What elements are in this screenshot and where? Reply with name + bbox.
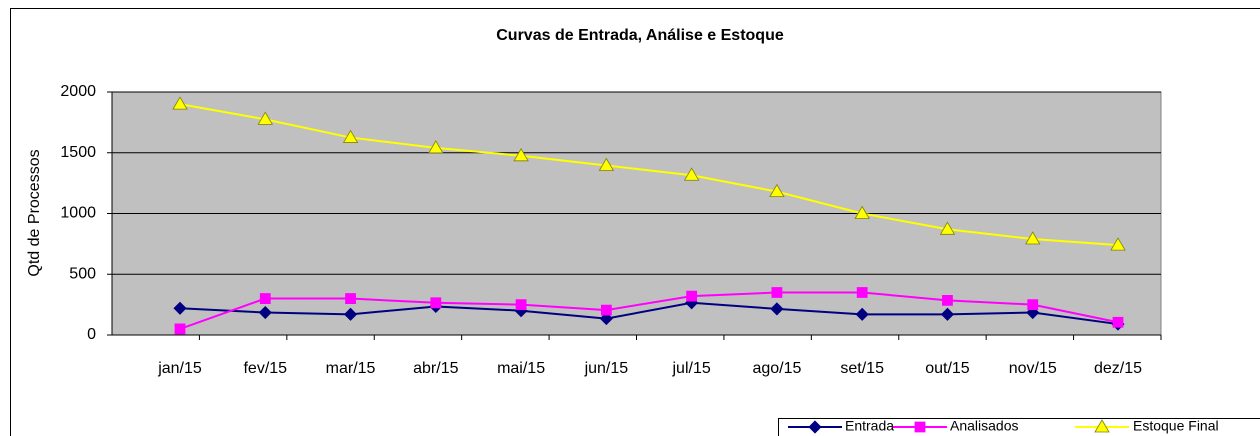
data-point (854, 205, 870, 219)
data-point (428, 140, 444, 154)
data-point (769, 183, 785, 198)
x-tick-label: jan/15 (157, 360, 202, 377)
series-line (179, 291, 1119, 330)
data-point (1027, 299, 1039, 311)
data-point (598, 157, 615, 171)
data-point (1110, 237, 1126, 251)
data-point (430, 297, 442, 309)
x-tick-label: out/15 (925, 360, 970, 377)
data-point (343, 307, 358, 321)
y-tick-label: 0 (87, 326, 96, 343)
x-tick-label: fev/15 (243, 360, 287, 377)
x-tick-label: abr/15 (413, 360, 458, 377)
data-point (259, 293, 271, 304)
x-tick-label: mar/15 (326, 360, 376, 377)
x-tick-label: ago/15 (752, 360, 801, 377)
data-point (940, 307, 955, 321)
data-point (1112, 316, 1124, 328)
legend-marker (808, 420, 822, 434)
legend (778, 418, 1260, 436)
chart-title: Curvas de Entrada, Análise e Estoque (496, 27, 784, 44)
data-point (600, 304, 612, 316)
data-point (258, 305, 272, 320)
data-point (771, 287, 783, 298)
legend-label: Analisados (950, 418, 1019, 434)
data-point (174, 323, 186, 335)
x-tick-label: jul/15 (672, 360, 711, 377)
data-point (599, 312, 613, 326)
data-point (942, 294, 953, 306)
x-tick-label: mai/15 (497, 360, 545, 377)
data-point (856, 287, 868, 298)
y-tick-label: 1500 (60, 144, 96, 161)
legend-marker (1094, 419, 1110, 433)
data-point (683, 167, 700, 181)
legend-marker (914, 421, 926, 433)
data-point (515, 299, 527, 311)
data-point (345, 293, 356, 304)
data-point (939, 221, 956, 235)
legend-label: Entrada (845, 418, 894, 434)
data-point (173, 301, 187, 315)
y-axis-label: Qtd de Processos (26, 149, 43, 276)
data-point (342, 129, 359, 143)
series-line (179, 103, 1119, 247)
legend-label: Estoque Final (1133, 418, 1219, 434)
data-point (855, 307, 869, 321)
data-point (513, 147, 529, 162)
data-point (257, 111, 273, 125)
data-point (686, 290, 698, 302)
data-point (770, 302, 784, 316)
x-tick-label: jun/15 (584, 360, 629, 377)
data-point (172, 96, 188, 110)
x-tick-label: dez/15 (1094, 360, 1142, 377)
y-tick-label: 1000 (60, 205, 96, 222)
series-line (179, 301, 1119, 326)
y-tick-label: 2000 (60, 83, 96, 100)
x-tick-label: set/15 (840, 360, 884, 377)
y-tick-label: 500 (69, 265, 96, 282)
data-point (1025, 231, 1041, 245)
x-tick-label: nov/15 (1009, 360, 1057, 377)
